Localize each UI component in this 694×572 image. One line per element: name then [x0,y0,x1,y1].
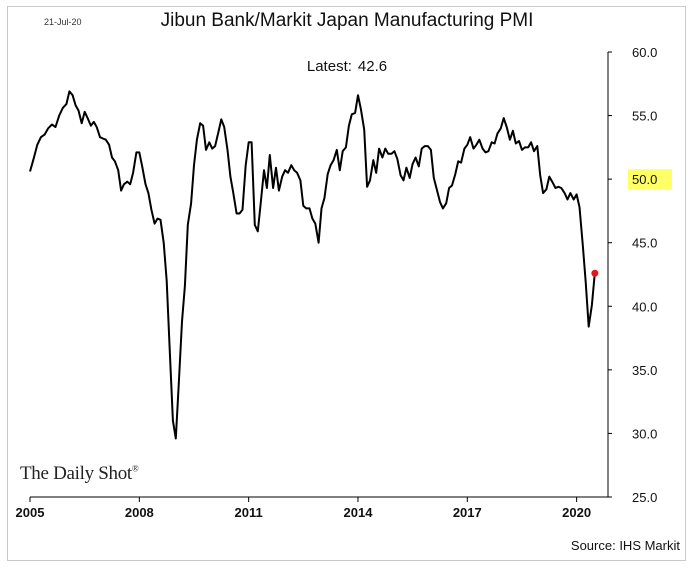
y-tick-highlight [628,169,672,190]
x-tick-label: 2017 [453,505,482,520]
x-tick-label: 2014 [344,505,374,520]
y-tick-label: 50.0 [632,172,657,187]
x-tick-label: 2011 [235,505,263,520]
date-stamp: 21-Jul-20 [44,17,82,27]
y-axis: 25.0 30.0 35.0 40.0 45.0 50.0 55.0 60.0 [607,45,672,505]
y-tick-label: 35.0 [632,363,657,378]
chart-title: Jibun Bank/Markit Japan Manufacturing PM… [160,10,534,31]
latest-point-marker [591,269,599,277]
y-tick-label: 55.0 [632,109,657,124]
y-tick-label: 60.0 [632,45,657,60]
y-tick-label: 25.0 [632,490,657,505]
chart-frame [7,6,686,561]
y-tick-label: 45.0 [632,236,657,251]
brand-logo: The Daily Shot® [20,463,139,485]
x-axis: 2005 2008 2011 2014 2017 2020 [16,496,608,520]
x-tick-label: 2020 [562,505,591,520]
x-tick-label: 2008 [125,505,154,520]
pmi-series-line [29,90,596,440]
source-note: Source: IHS Markit [570,538,680,553]
y-tick-label: 30.0 [632,426,657,441]
brand-name: The Daily Shot [20,463,132,484]
latest-label: Latest: [306,58,352,75]
x-tick-label: 2005 [16,505,45,520]
y-tick-label: 40.0 [632,299,657,314]
latest-annotation: Latest: 42.6 [0,58,694,75]
brand-mark: ® [131,463,139,474]
series-layer [29,90,599,440]
latest-value: 42.6 [357,58,388,75]
